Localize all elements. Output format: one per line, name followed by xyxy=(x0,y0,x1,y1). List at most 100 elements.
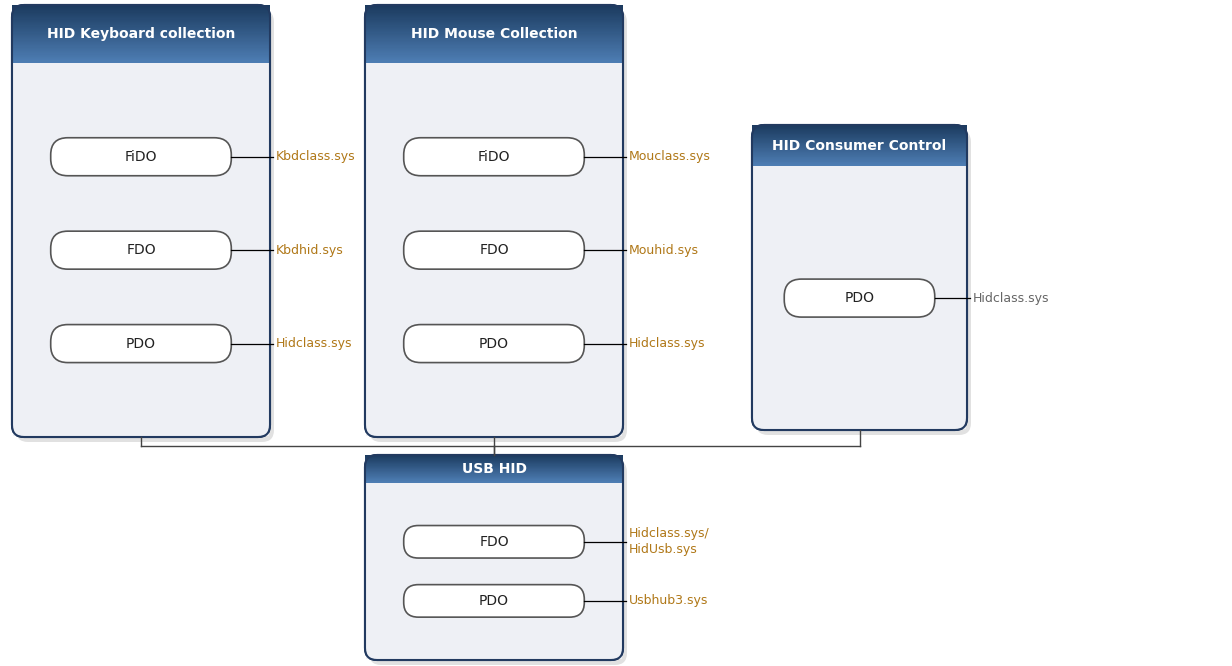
Text: FDO: FDO xyxy=(479,535,509,549)
Bar xyxy=(365,458,623,460)
Text: PDO: PDO xyxy=(126,336,156,350)
Bar xyxy=(752,140,967,141)
Bar xyxy=(12,51,270,53)
Bar xyxy=(752,148,967,149)
Bar xyxy=(365,27,623,29)
Bar xyxy=(12,25,270,27)
Bar xyxy=(365,474,623,475)
Bar xyxy=(12,44,270,46)
FancyBboxPatch shape xyxy=(752,125,967,430)
Text: USB HID: USB HID xyxy=(462,462,526,476)
Bar xyxy=(365,468,623,469)
Bar xyxy=(365,464,623,466)
Bar xyxy=(12,31,270,33)
Bar xyxy=(365,481,623,482)
Bar xyxy=(365,39,623,40)
Bar xyxy=(365,472,623,473)
Bar xyxy=(752,146,967,147)
FancyBboxPatch shape xyxy=(370,460,627,665)
Bar xyxy=(365,463,623,464)
Bar xyxy=(752,157,967,158)
Bar xyxy=(365,462,623,464)
FancyBboxPatch shape xyxy=(51,231,232,269)
FancyBboxPatch shape xyxy=(404,324,584,362)
Bar xyxy=(365,470,623,471)
Bar xyxy=(752,131,967,133)
Bar xyxy=(365,15,623,17)
Bar xyxy=(12,53,270,55)
Bar xyxy=(365,480,623,482)
Bar xyxy=(752,142,967,143)
Bar xyxy=(365,468,623,470)
Bar xyxy=(365,8,623,10)
Bar xyxy=(752,153,967,155)
Bar xyxy=(365,474,623,476)
Bar xyxy=(12,42,270,43)
Bar xyxy=(365,22,623,24)
Bar xyxy=(752,151,967,152)
Bar xyxy=(12,39,270,41)
Bar xyxy=(752,139,967,141)
Bar xyxy=(365,48,623,49)
Bar xyxy=(365,29,623,31)
Bar xyxy=(12,19,270,20)
FancyBboxPatch shape xyxy=(404,231,584,269)
Bar xyxy=(752,133,967,134)
Bar xyxy=(12,58,270,60)
Bar xyxy=(12,14,270,15)
Bar xyxy=(12,50,270,52)
Bar xyxy=(365,25,623,27)
Text: Hidclass.sys: Hidclass.sys xyxy=(973,292,1050,304)
Bar xyxy=(752,156,967,157)
Bar xyxy=(365,461,623,462)
Bar xyxy=(12,49,270,51)
Bar xyxy=(752,137,967,138)
Bar xyxy=(752,145,967,146)
Bar xyxy=(752,139,967,140)
Bar xyxy=(12,11,270,13)
Bar xyxy=(365,37,623,39)
Bar xyxy=(365,53,623,55)
Bar xyxy=(365,58,623,60)
Bar xyxy=(12,33,270,34)
Text: PDO: PDO xyxy=(479,594,509,608)
Text: HID Consumer Control: HID Consumer Control xyxy=(772,139,946,153)
Bar xyxy=(12,6,270,7)
Bar xyxy=(365,477,623,478)
Bar xyxy=(12,47,270,48)
Bar xyxy=(365,13,623,15)
Text: FiDO: FiDO xyxy=(124,150,158,164)
Bar xyxy=(12,17,270,19)
FancyBboxPatch shape xyxy=(404,585,584,617)
Bar xyxy=(365,480,623,481)
Bar xyxy=(365,44,623,46)
Text: Mouhid.sys: Mouhid.sys xyxy=(630,244,699,256)
Bar xyxy=(365,465,623,466)
Bar xyxy=(365,455,623,456)
FancyBboxPatch shape xyxy=(370,10,627,442)
Bar xyxy=(365,11,623,13)
Bar xyxy=(752,164,967,165)
Bar xyxy=(365,473,623,474)
Bar xyxy=(752,125,967,126)
Bar xyxy=(12,41,270,43)
Bar xyxy=(365,461,623,462)
Bar xyxy=(365,476,623,477)
Bar xyxy=(365,476,623,477)
Bar xyxy=(752,132,967,133)
Bar xyxy=(752,163,967,165)
Bar xyxy=(365,53,623,54)
Bar xyxy=(365,57,623,59)
Bar xyxy=(752,163,967,164)
Bar xyxy=(365,466,623,467)
Bar xyxy=(12,29,270,31)
Bar xyxy=(365,460,623,461)
Bar xyxy=(752,150,967,151)
Bar xyxy=(752,153,967,154)
Bar xyxy=(365,39,623,41)
Bar xyxy=(752,145,967,147)
Text: Hidclass.sys: Hidclass.sys xyxy=(276,337,352,350)
Bar xyxy=(752,126,967,127)
Bar xyxy=(12,25,270,26)
Bar xyxy=(365,6,623,7)
